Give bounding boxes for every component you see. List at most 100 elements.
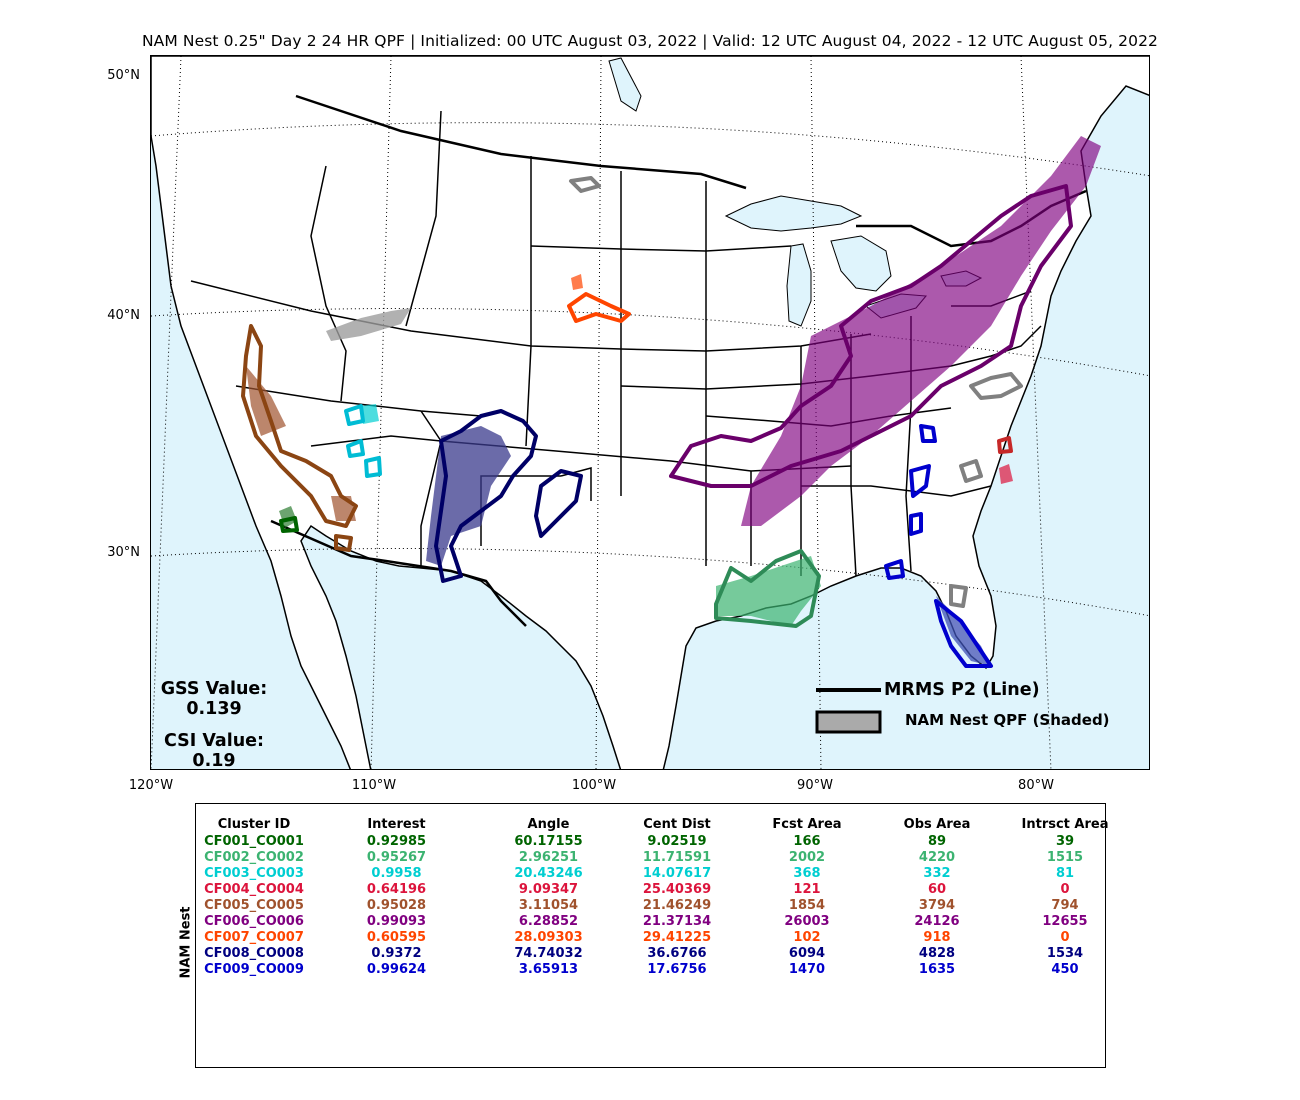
cell-cent-dist: 14.07617 xyxy=(642,865,712,881)
map-canvas xyxy=(151,56,1149,769)
cell-cluster-id: CF008_CO008 xyxy=(204,945,304,961)
cell-intrsct-area: 450 xyxy=(1051,961,1079,977)
cell-fcst-area: 6094 xyxy=(788,945,826,961)
cell-intrsct-area: 0 xyxy=(1060,929,1070,945)
fcst-object-cf007 xyxy=(571,274,583,290)
obs-object-cf005 xyxy=(241,324,358,552)
cell-obs-area: 4828 xyxy=(918,945,956,961)
cell-cluster-id: CF005_CO005 xyxy=(204,897,304,913)
cell-cluster-id: CF001_CO001 xyxy=(204,833,304,849)
cell-angle: 20.43246 xyxy=(514,865,583,881)
cell-cluster-id: CF006_CO006 xyxy=(204,913,304,929)
obs-object-cf001 xyxy=(279,516,299,533)
table-row: CF004_CO004 0.64196 9.09347 25.40369 121 60 0 xyxy=(200,881,1128,897)
csi-label: CSI Value: xyxy=(163,731,265,751)
lon-label-110w: 110°W xyxy=(351,778,397,793)
header-obs-area: Obs Area xyxy=(903,816,971,832)
cell-intrsct-area: 794 xyxy=(1051,897,1079,913)
fcst-object-unmatched xyxy=(326,308,411,341)
cell-angle: 3.11054 xyxy=(518,897,579,913)
cell-cluster-id: CF003_CO003 xyxy=(204,865,304,881)
map-panel: MRMS P2 (Line) NAM Nest QPF (Shaded) GSS… xyxy=(150,55,1150,770)
cell-interest: 0.95028 xyxy=(366,897,427,913)
cell-cent-dist: 9.02519 xyxy=(647,833,707,849)
table-header-row: Cluster ID Interest Angle Cent Dist Fcst… xyxy=(200,815,1128,833)
obs-object-cf009 xyxy=(884,424,993,668)
cell-interest: 0.99624 xyxy=(366,961,427,977)
header-angle: Angle xyxy=(527,816,570,832)
cell-interest: 0.95267 xyxy=(366,849,427,865)
cell-interest: 0.9958 xyxy=(371,865,422,881)
lake-michigan xyxy=(786,243,812,327)
header-fcst-area: Fcst Area xyxy=(772,816,842,832)
land-north-america xyxy=(151,56,1149,769)
header-interest: Interest xyxy=(367,816,426,832)
figure-title: NAM Nest 0.25" Day 2 24 HR QPF | Initial… xyxy=(141,32,1158,50)
legend-shaded-label: NAM Nest QPF (Shaded) xyxy=(905,711,1110,729)
csi-value: 0.19 xyxy=(192,751,236,770)
lake-superior xyxy=(724,195,863,232)
fcst-object-cf002 xyxy=(716,556,821,626)
obs-object-cf006 xyxy=(669,184,1073,488)
cell-fcst-area: 2002 xyxy=(788,849,826,865)
table-body: CF001_CO001 0.92985 60.17155 9.02519 166 89 39… xyxy=(200,833,1128,977)
cell-intrsct-area: 0 xyxy=(1060,881,1070,897)
fcst-object-cf003 xyxy=(361,404,379,424)
cell-cluster-id: CF007_CO007 xyxy=(204,929,304,945)
cell-intrsct-area: 81 xyxy=(1055,865,1075,881)
lon-label-90w: 90°W xyxy=(797,778,833,793)
lake-winnipeg xyxy=(608,57,642,112)
gss-label: GSS Value: xyxy=(160,679,268,699)
cell-angle: 3.65913 xyxy=(518,961,579,977)
table-row: CF005_CO005 0.95028 3.11054 21.46249 1854 379… xyxy=(200,897,1128,913)
cell-interest: 0.99093 xyxy=(366,913,427,929)
legend-line-label: MRMS P2 (Line) xyxy=(884,680,1040,700)
cell-angle: 9.09347 xyxy=(518,881,579,897)
lake-huron xyxy=(830,235,892,292)
cell-cent-dist: 25.40369 xyxy=(642,881,712,897)
table-row: CF008_CO008 0.9372 74.74032 36.6766 6094 4828… xyxy=(200,945,1128,961)
cluster-stats-table: Cluster ID Interest Angle Cent Dist Fcst… xyxy=(200,815,1128,977)
cell-cent-dist: 21.46249 xyxy=(642,897,712,913)
cell-cent-dist: 17.6756 xyxy=(647,961,707,977)
table-row: CF003_CO003 0.9958 20.43246 14.07617 368 332 8… xyxy=(200,865,1128,881)
cell-obs-area: 89 xyxy=(927,833,947,849)
table-row: CF006_CO006 0.99093 6.28852 21.37134 26003 24… xyxy=(200,913,1128,929)
cell-cluster-id: CF002_CO002 xyxy=(204,849,304,865)
cell-intrsct-area: 1534 xyxy=(1046,945,1084,961)
cell-interest: 0.60595 xyxy=(366,929,427,945)
fcst-object-cf006 xyxy=(741,136,1101,526)
cell-obs-area: 24126 xyxy=(914,913,960,929)
cell-fcst-area: 368 xyxy=(793,865,821,881)
table-row: CF009_CO009 0.99624 3.65913 17.6756 1470 1635… xyxy=(200,961,1128,977)
table-row: CF007_CO007 0.60595 28.09303 29.41225 102 918… xyxy=(200,929,1128,945)
cell-cluster-id: CF009_CO009 xyxy=(204,961,304,977)
table-row: CF002_CO002 0.95267 2.96251 11.71591 2002 422… xyxy=(200,849,1128,865)
header-intrsct-area: Intrsct Area xyxy=(1021,816,1109,832)
obs-object-cf004 xyxy=(997,436,1013,454)
fcst-object-cf004 xyxy=(999,464,1013,484)
obs-object-cf008 xyxy=(434,409,583,583)
lat-label-40n: 40°N xyxy=(107,308,140,323)
lat-label-30n: 30°N xyxy=(107,545,140,560)
cell-cent-dist: 11.71591 xyxy=(642,849,712,865)
lon-label-100w: 100°W xyxy=(571,778,617,793)
obs-object-unmatched xyxy=(569,176,1023,608)
obs-object-cf007 xyxy=(567,292,631,323)
cell-fcst-area: 166 xyxy=(793,833,821,849)
cell-obs-area: 3794 xyxy=(918,897,956,913)
cell-interest: 0.92985 xyxy=(366,833,427,849)
cell-angle: 6.28852 xyxy=(518,913,579,929)
header-cent-dist: Cent Dist xyxy=(643,816,711,832)
cell-cent-dist: 21.37134 xyxy=(642,913,712,929)
cell-fcst-area: 1854 xyxy=(788,897,826,913)
cell-fcst-area: 1470 xyxy=(788,961,826,977)
cell-interest: 0.9372 xyxy=(371,945,422,961)
us-mexico-border xyxy=(270,519,527,627)
cell-angle: 74.74032 xyxy=(514,945,583,961)
gss-value: 0.139 xyxy=(186,699,242,719)
graticule xyxy=(151,56,1149,769)
header-cluster-id: Cluster ID xyxy=(217,816,291,832)
obs-object-cf002 xyxy=(714,549,821,628)
fcst-object-cf008 xyxy=(426,426,511,566)
